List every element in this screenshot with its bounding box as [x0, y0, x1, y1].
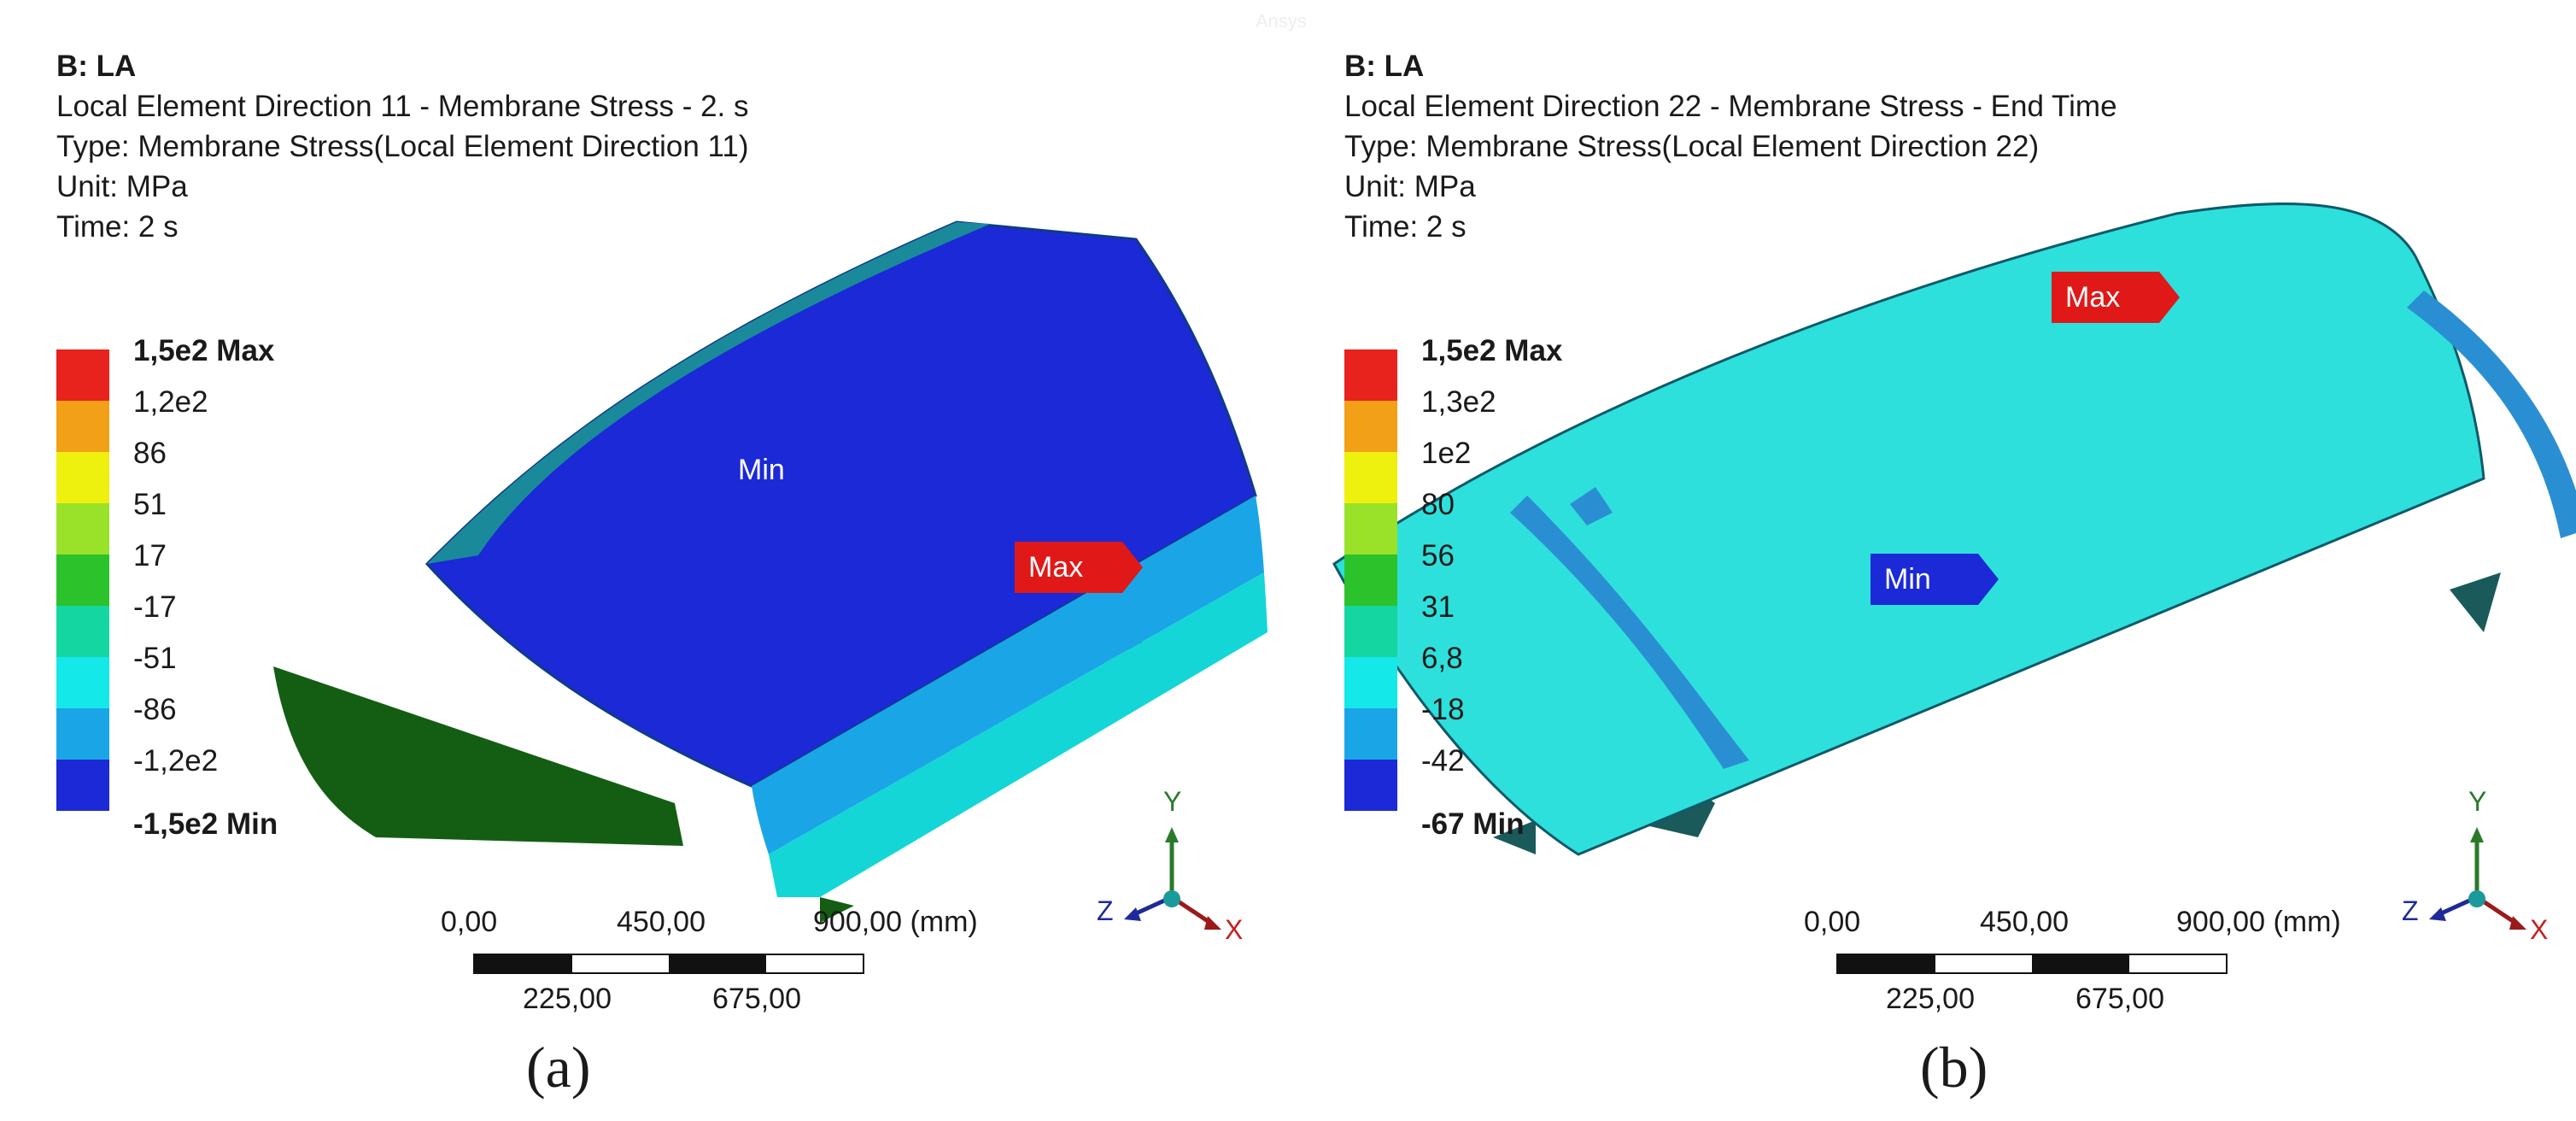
legend-label: 80: [1421, 488, 1455, 521]
axis-z-label: Z: [1097, 895, 1114, 926]
max-probe-label: Max: [1028, 550, 1084, 584]
legend-swatch: [1344, 760, 1397, 811]
min-probe-flag[interactable]: Min: [724, 444, 852, 496]
panel-label: (a): [526, 1035, 591, 1100]
scale-bottom-label: 675,00: [2075, 983, 2164, 1015]
legend-label: 51: [133, 488, 167, 521]
result-title: B: LA: [56, 50, 137, 83]
watermark: Ansys: [1256, 10, 1307, 32]
legend-swatch: [56, 708, 109, 760]
support-right: [2450, 572, 2501, 632]
shell-main: [1332, 202, 2485, 856]
legend-swatch: [56, 760, 109, 811]
legend-label: -86: [133, 693, 177, 726]
legend-label: 17: [133, 539, 167, 572]
scale-bottom-label: 225,00: [1886, 983, 1975, 1015]
support-tip: [1493, 820, 1536, 854]
legend-label: -51: [133, 642, 177, 675]
scale-bottom-label: 675,00: [712, 983, 801, 1015]
result-subtitle: Local Element Direction 11 - Membrane St…: [56, 90, 749, 123]
legend-swatch: [1344, 503, 1397, 555]
legend-swatch: [56, 657, 109, 708]
result-time: Time: 2 s: [56, 210, 179, 244]
result-unit: Unit: MPa: [56, 170, 188, 203]
panel-a: B: LA Local Element Direction 11 - Membr…: [0, 0, 1288, 1121]
support-tip: [820, 897, 854, 923]
axis-triad-icon: [2429, 827, 2526, 930]
min-probe-label: Min: [738, 453, 785, 486]
axis-z-label: Z: [2402, 895, 2419, 926]
legend-swatch: [56, 503, 109, 555]
legend-max-label: 1,5e2 Max: [1421, 334, 1563, 367]
end-cap: [273, 666, 683, 846]
result-title: B: LA: [1344, 50, 1425, 83]
shell-edge: [769, 572, 1268, 897]
legend-swatch: [1344, 349, 1397, 401]
axis-triad[interactable]: Y X Z: [1085, 786, 1256, 957]
scale-top-label: 0,00: [1804, 906, 1861, 938]
result-header: B: LA Local Element Direction 22 - Membr…: [1344, 46, 2117, 247]
legend-label: 6,8: [1421, 642, 1463, 675]
min-probe-label: Min: [1884, 562, 1931, 596]
shell-band-tab: [1570, 487, 1613, 525]
axis-triad-icon: [1124, 827, 1221, 930]
min-probe-flag[interactable]: Min: [1871, 554, 1999, 605]
scale-top-label: 450,00: [1980, 906, 2069, 938]
shell-band: [2407, 291, 2576, 538]
legend-label: 1e2: [1421, 437, 1472, 470]
legend-swatch: [1344, 452, 1397, 503]
scale-bottom-label: 225,00: [523, 983, 612, 1015]
max-probe-label: Max: [2065, 280, 2121, 314]
legend-label: 86: [133, 437, 167, 470]
shell-top-edge: [427, 222, 991, 564]
legend-label: 1,2e2: [133, 385, 208, 419]
legend-max-label: 1,5e2 Max: [133, 334, 275, 367]
legend-label: -1,2e2: [133, 744, 219, 778]
max-probe-flag[interactable]: Max: [1015, 542, 1143, 593]
scale-top-label: 900,00 (mm): [2176, 906, 2341, 938]
legend-swatch: [1344, 555, 1397, 606]
legend-label: 1,3e2: [1421, 385, 1496, 419]
scale-bar-graphic: [1836, 954, 2228, 974]
result-type: Type: Membrane Stress(Local Element Dire…: [1344, 130, 2040, 163]
legend-label: 56: [1421, 539, 1455, 572]
model-view-a[interactable]: [0, 0, 1288, 1121]
scale-top-label: 900,00 (mm): [813, 906, 978, 938]
result-time: Time: 2 s: [1344, 210, 1467, 244]
result-subtitle: Local Element Direction 22 - Membrane St…: [1344, 90, 2117, 123]
legend-label: -42: [1421, 744, 1465, 778]
legend-swatch: [56, 401, 109, 452]
axis-y-label: Y: [1163, 786, 1182, 817]
legend-swatch: [56, 555, 109, 606]
model-view-b[interactable]: [1288, 0, 2576, 1121]
legend-swatch: [1344, 401, 1397, 452]
axis-triad[interactable]: Y X Z: [2390, 786, 2561, 957]
legend-label: 31: [1421, 590, 1455, 624]
result-header: B: LA Local Element Direction 11 - Membr…: [56, 46, 749, 247]
shell-band: [1510, 496, 1749, 769]
scale-top-label: 450,00: [617, 906, 705, 938]
result-type: Type: Membrane Stress(Local Element Dire…: [56, 130, 749, 163]
legend-swatch: [1344, 606, 1397, 657]
legend-swatch: [1344, 708, 1397, 760]
legend-label: -18: [1421, 693, 1465, 726]
scale-bar-graphic: [473, 954, 864, 974]
legend-swatch: [56, 606, 109, 657]
legend-min-label: -67 Min: [1421, 807, 1525, 841]
panel-b: B: LA Local Element Direction 22 - Membr…: [1288, 0, 2576, 1121]
axis-x-label: X: [2530, 914, 2549, 945]
panel-label: (b): [1920, 1035, 1988, 1100]
max-probe-flag[interactable]: Max: [2052, 272, 2180, 323]
legend-label: -17: [133, 590, 177, 624]
legend-swatch: [56, 349, 109, 401]
axis-x-label: X: [1225, 914, 1244, 945]
scale-top-label: 0,00: [441, 906, 498, 938]
legend-min-label: -1,5e2 Min: [133, 807, 278, 841]
result-unit: Unit: MPa: [1344, 170, 1476, 203]
shell-band: [752, 496, 1264, 854]
legend-swatch: [1344, 657, 1397, 708]
axis-y-label: Y: [2468, 786, 2487, 817]
legend-swatch: [56, 452, 109, 503]
